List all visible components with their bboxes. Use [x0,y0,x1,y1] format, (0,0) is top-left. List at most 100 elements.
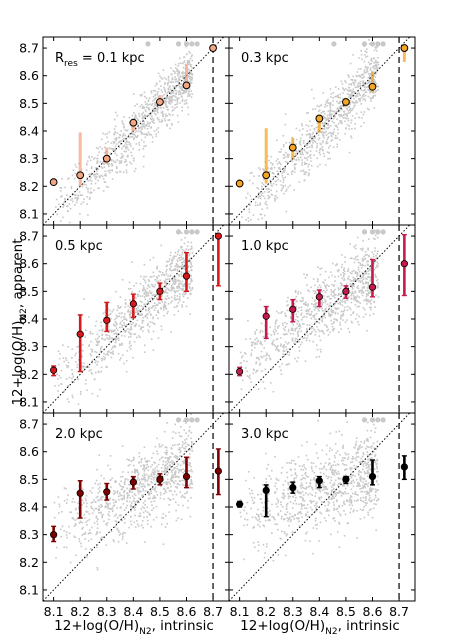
cloud-point [99,388,101,391]
cloud-point [341,104,344,107]
cloud-point [182,420,185,422]
cloud-point [313,314,316,316]
cloud-point [112,346,115,348]
cloud-point [157,337,160,339]
cloud-point [151,481,153,484]
cloud-point [348,106,350,108]
cloud-point [288,354,290,356]
cloud-point [118,146,121,149]
cloud-point [176,304,179,307]
cloud-point [258,358,260,361]
cloud-point [148,107,150,110]
cloud-point [62,344,64,346]
cloud-point [122,171,125,174]
cloud-point [297,356,299,359]
cloud-point [174,475,177,478]
y-tick-label: 8.6 [19,256,39,271]
cloud-point [295,295,298,298]
cloud-point [255,371,257,373]
cloud-point [180,275,183,277]
cloud-point [369,268,371,270]
cloud-point [314,137,316,139]
cloud-point [348,83,350,86]
cloud-point [90,538,93,540]
cloud-point [142,326,144,329]
cloud-point [188,70,191,72]
cloud-point [257,339,260,342]
cloud-point [273,166,276,169]
cloud-point [267,195,269,197]
cloud-point [300,149,303,151]
cloud-point [251,499,254,502]
cloud-point [137,295,139,297]
cloud-point [267,309,270,312]
cloud-point [362,307,365,309]
cloud-point [115,520,118,523]
cloud-point [147,301,150,303]
cloud-point [71,174,74,177]
cloud-point [114,491,117,493]
cloud-point [90,183,93,185]
cloud-point [291,340,294,342]
cloud-point [116,154,118,156]
cloud-point [68,177,70,180]
cloud-point [108,165,110,168]
cloud-point [261,344,263,346]
cloud-point [113,501,115,504]
cloud-point [357,321,359,323]
cloud-point [364,281,367,283]
cloud-point [91,507,94,510]
cloud-point [151,120,153,123]
cloud-point [164,526,167,528]
cloud-point [134,105,136,107]
cloud-point [161,470,163,473]
cloud-point [118,160,121,162]
cloud-point [277,501,279,504]
cloud-point [344,321,347,324]
cloud-point [149,314,152,317]
cloud-point [259,362,261,365]
cloud-point [256,356,259,359]
cloud-point [376,467,378,470]
cloud-point [181,444,184,446]
cloud-point [275,330,277,332]
cloud-point [257,519,259,522]
cloud-point [361,58,363,61]
cloud-point [143,141,145,143]
cloud-point [292,329,294,332]
cloud-point [66,398,69,400]
cloud-point [98,329,101,332]
cloud-point [164,301,166,304]
cloud-point [170,452,173,454]
cloud-point [65,487,67,490]
cloud-point [365,289,367,292]
cloud-point [129,497,131,499]
cloud-point [168,456,171,458]
cloud-point [256,370,258,372]
cloud-point [322,149,324,152]
cloud-point [330,93,333,95]
cloud-point [134,117,136,119]
cloud-point [180,258,183,261]
cloud-point [270,155,273,158]
cloud-point [160,457,163,459]
cloud-point [360,103,362,105]
cloud-point [307,156,309,158]
cloud-point [250,352,253,355]
cloud-point [98,151,100,153]
cloud-point [187,62,189,65]
cloud-point [97,187,99,190]
cloud-point [170,122,173,125]
cloud-point [334,112,337,114]
cloud-point [120,357,122,359]
cloud-point [140,103,143,106]
cloud-point [131,291,133,293]
cloud-point [322,124,324,127]
cloud-point [111,164,113,167]
cloud-point [143,474,146,477]
cloud-point [74,519,76,521]
cloud-point [145,97,148,99]
cloud-point [362,94,364,97]
cloud-point [296,360,298,363]
cloud-point [114,500,117,502]
